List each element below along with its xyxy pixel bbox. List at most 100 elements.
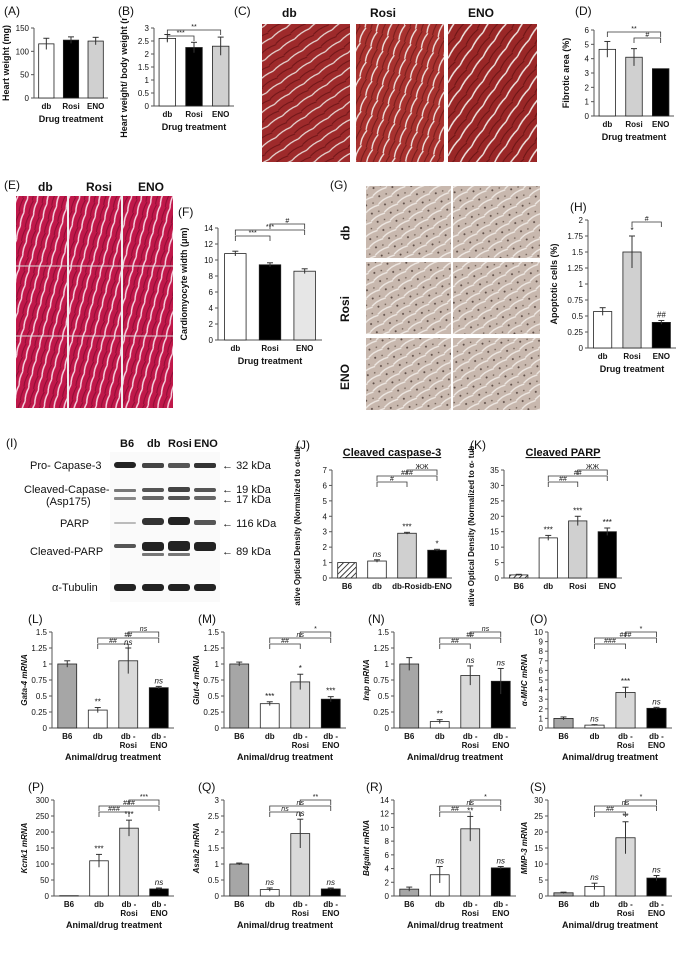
y-tick-label: 0.5 bbox=[138, 89, 150, 98]
marker-116kda: ← 116 kDa bbox=[222, 518, 277, 530]
significance-bracket bbox=[594, 805, 657, 811]
y-tick-label: 0.5 bbox=[378, 692, 390, 701]
bar-rosi bbox=[62, 39, 80, 99]
x-tick-label: Rosi bbox=[625, 120, 642, 129]
x-tick-label: db - bbox=[649, 900, 664, 909]
significance-bracket bbox=[625, 631, 657, 637]
y-tick-label: 2 bbox=[585, 83, 590, 92]
panel-label-a: (A) bbox=[4, 4, 20, 18]
x-tick-label: db bbox=[435, 732, 445, 741]
significance-bracket bbox=[376, 481, 408, 487]
significance-bracket bbox=[633, 37, 662, 43]
g-row-eno: ENO bbox=[338, 363, 353, 391]
x-tick-label: db - bbox=[649, 732, 664, 741]
significance-label: ns bbox=[652, 866, 660, 875]
panel-label-r: (R) bbox=[366, 780, 383, 794]
y-tick-label: 1 bbox=[385, 660, 390, 669]
panel-label-m: (M) bbox=[198, 612, 216, 626]
y-tick-label: 30 bbox=[534, 796, 543, 805]
bracket-label: ## bbox=[451, 638, 459, 645]
bracket-label: * bbox=[640, 794, 643, 801]
panel-label-q: (Q) bbox=[198, 780, 216, 794]
x-tick-label: Rosi bbox=[261, 344, 278, 353]
significance-label: * bbox=[299, 664, 302, 673]
y-tick-label: 2 bbox=[215, 828, 220, 837]
bar-db-eno bbox=[320, 698, 341, 729]
significance-label: ## bbox=[657, 310, 666, 319]
bracket-label: # bbox=[285, 218, 289, 225]
row-parp: PARP bbox=[60, 518, 90, 530]
significance-label: ns bbox=[466, 656, 474, 665]
y-tick-label: 0 bbox=[45, 892, 50, 901]
significance-label: ns bbox=[497, 658, 505, 667]
significance-bracket bbox=[97, 637, 160, 643]
y-tick-label: 14 bbox=[380, 796, 389, 805]
y-tick-label: 0 bbox=[215, 724, 220, 733]
y-tick-label: 0.5 bbox=[572, 312, 584, 321]
y-tick-label: 1.5 bbox=[138, 63, 150, 72]
y-axis-label: Glut-4 mRNA bbox=[192, 655, 201, 705]
y-tick-label: 7 bbox=[539, 657, 544, 666]
bar-db-eno bbox=[149, 888, 169, 897]
y-tick-label: 0 bbox=[539, 724, 544, 733]
significance-bracket bbox=[547, 475, 608, 481]
bar-eno bbox=[293, 270, 316, 341]
bar-rosi bbox=[185, 47, 203, 107]
bracket-label: ** bbox=[313, 794, 319, 801]
c-col-db: db bbox=[282, 6, 297, 20]
bracket-label: ns bbox=[140, 626, 148, 633]
bar-eno bbox=[652, 68, 670, 117]
y-tick-label: 0.75 bbox=[373, 676, 389, 685]
g-row-db: db bbox=[338, 225, 353, 241]
x-tick-label: db bbox=[590, 732, 600, 741]
significance-bracket bbox=[269, 637, 332, 643]
significance-bracket bbox=[98, 811, 130, 817]
y-tick-label: 6 bbox=[209, 288, 214, 297]
y-tick-label: 0.75 bbox=[203, 676, 219, 685]
bar-b6 bbox=[229, 863, 250, 897]
y-tick-label: 2.5 bbox=[208, 812, 220, 821]
significance-bracket bbox=[406, 469, 438, 475]
x-axis-label: Drug treatment bbox=[600, 364, 665, 374]
y-tick-label: 0.25 bbox=[31, 708, 47, 717]
significance-label: ns bbox=[497, 857, 505, 866]
y-tick-label: 7 bbox=[323, 466, 328, 475]
y-tick-label: 2 bbox=[385, 878, 390, 887]
y-tick-label: 25 bbox=[534, 812, 543, 821]
y-tick-label: 2 bbox=[209, 320, 214, 329]
bar-db-eno bbox=[320, 888, 341, 897]
bracket-label: ## bbox=[109, 638, 117, 645]
y-axis-label: Irap mRNA bbox=[362, 659, 371, 701]
y-tick-label: 4 bbox=[209, 304, 214, 313]
bar-db-rosi bbox=[397, 532, 417, 579]
row-cleaved-caspase3: Cleaved-Capase-3 bbox=[24, 484, 116, 496]
bar-eno bbox=[87, 40, 104, 99]
panel-label-o: (O) bbox=[530, 612, 548, 626]
panel-label-p: (P) bbox=[28, 780, 44, 794]
svg-text:ENO: ENO bbox=[492, 909, 509, 918]
y-axis-label: MMP-3 mRNA bbox=[520, 822, 529, 875]
y-axis-label: α-MHC mRNA bbox=[520, 654, 529, 707]
x-tick-label: B6 bbox=[62, 732, 73, 741]
y-tick-label: 5 bbox=[539, 676, 544, 685]
bar-db bbox=[38, 43, 55, 99]
x-tick-label: db bbox=[93, 732, 103, 741]
x-tick-label: db-Rosi bbox=[392, 582, 422, 591]
y-tick-label: 2.5 bbox=[138, 37, 150, 46]
x-tick-label: db bbox=[372, 582, 382, 591]
significance-bracket bbox=[128, 799, 160, 805]
bracket-label: # bbox=[390, 476, 394, 483]
y-tick-label: 6 bbox=[385, 851, 390, 860]
bracket-label: *** bbox=[140, 794, 148, 801]
x-tick-label: db bbox=[41, 102, 51, 111]
marker-19kda: ← 19 kDa bbox=[222, 484, 271, 496]
significance-bracket bbox=[269, 223, 306, 229]
marker-17kda: ← 17 kDa bbox=[222, 494, 271, 506]
significance-bracket bbox=[577, 469, 608, 475]
y-axis-label: Gata-4 mRNA bbox=[20, 654, 29, 706]
y-tick-label: 0 bbox=[495, 574, 500, 583]
y-axis-label: Relative Optical Density (Normalized to … bbox=[467, 446, 476, 606]
